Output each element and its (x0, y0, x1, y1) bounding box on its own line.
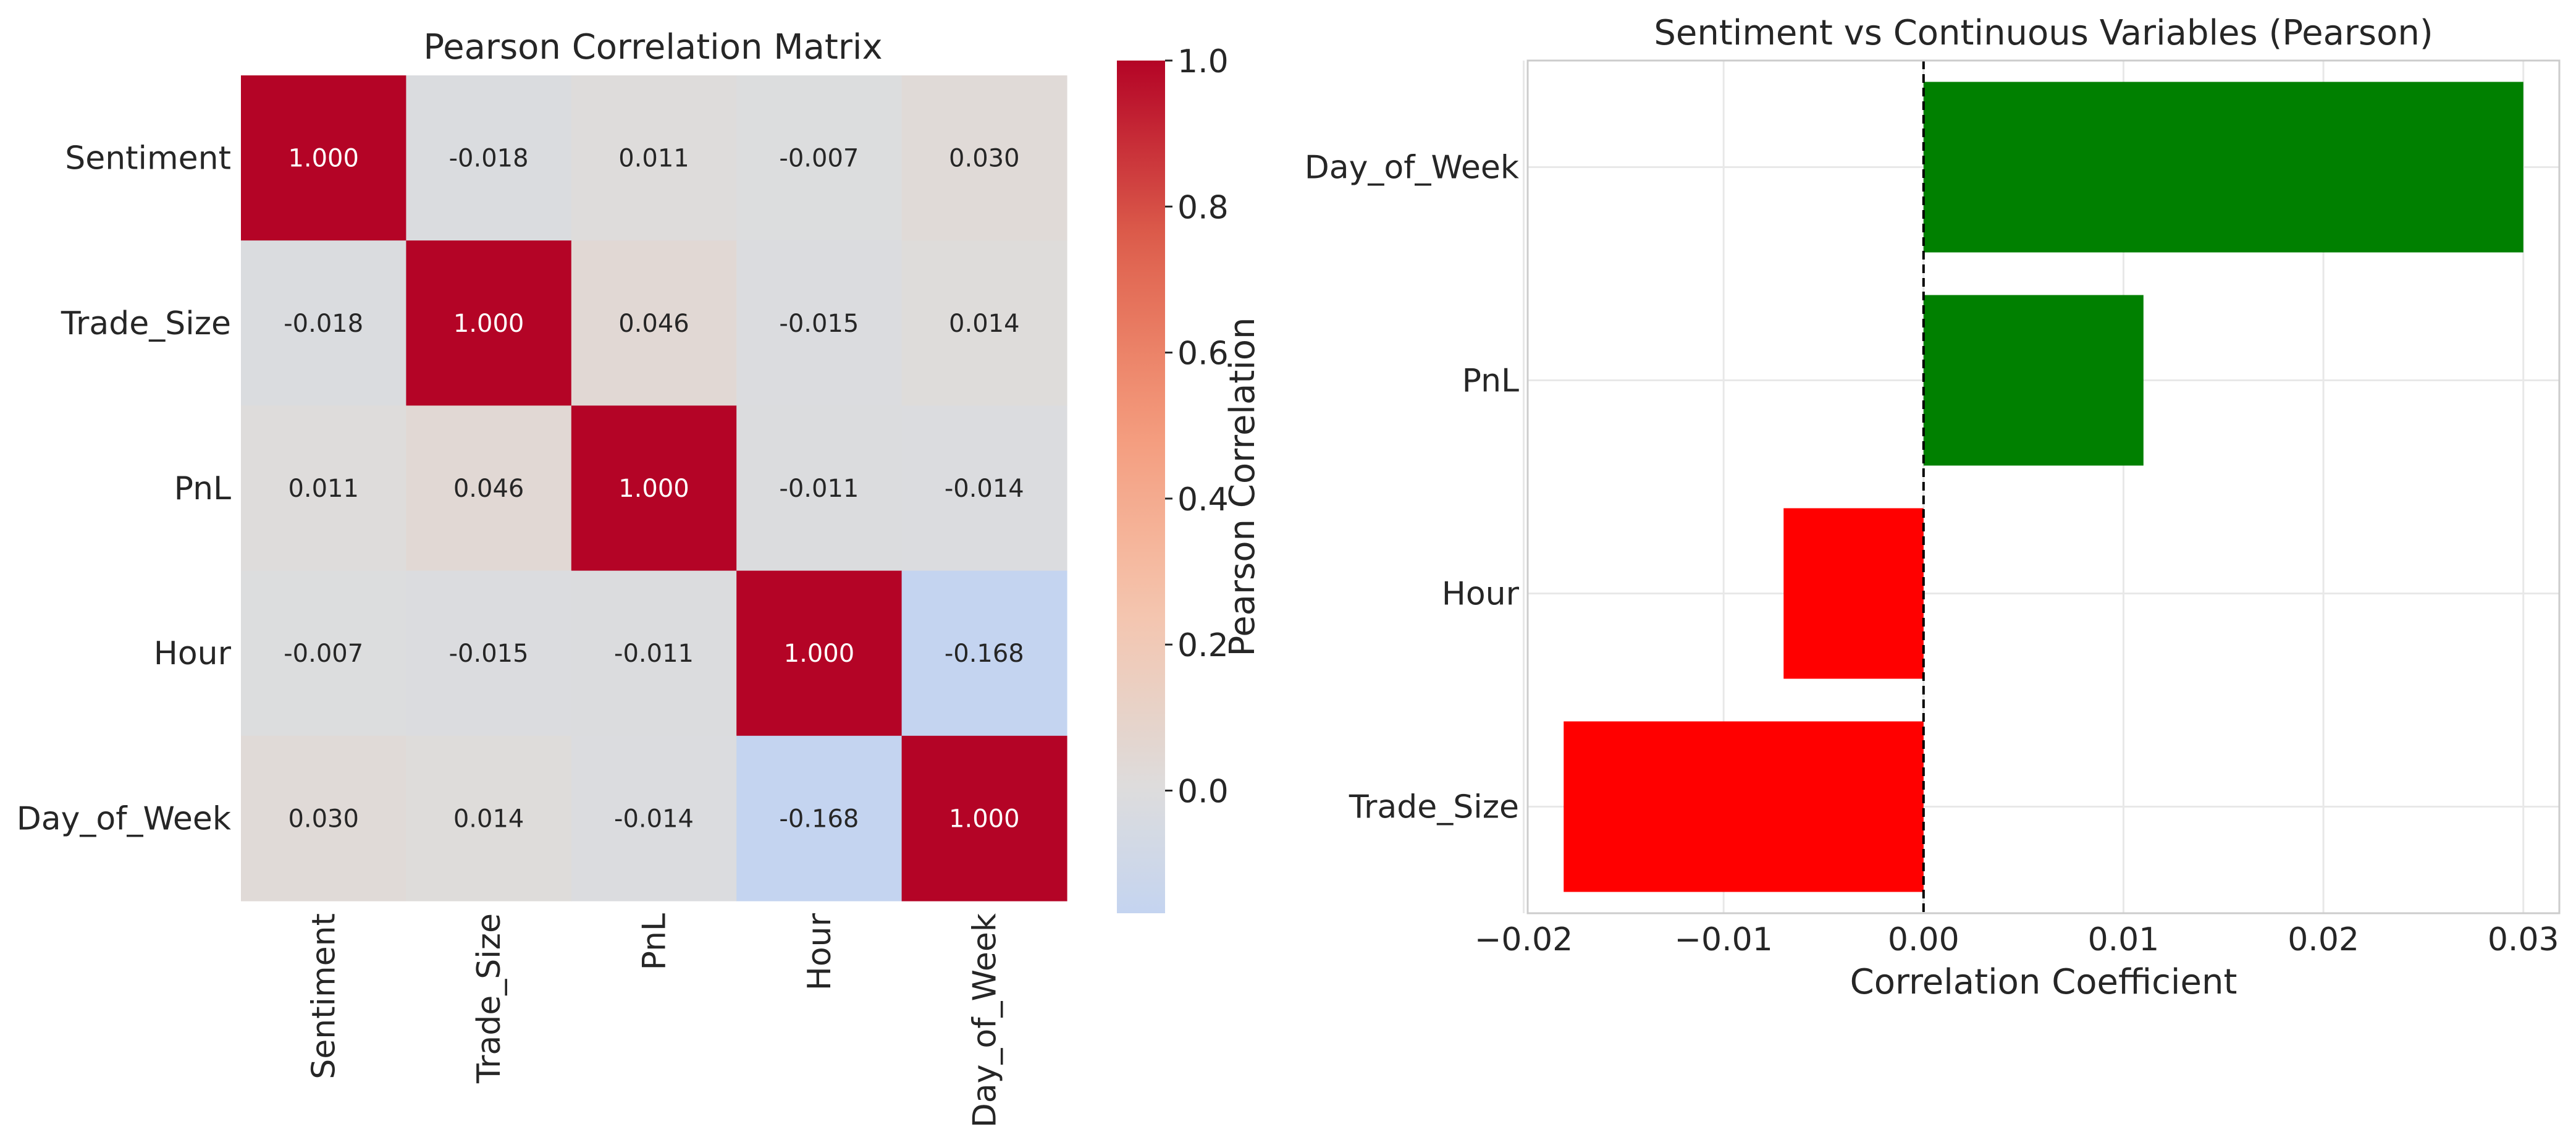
colorbar-tick-label: 0.4 (1177, 481, 1229, 518)
heatmap-cell (901, 240, 1067, 406)
heatmap-row-label: Sentiment (65, 140, 231, 177)
heatmap-cell (736, 570, 903, 737)
heatmap-cell-label: -0.168 (945, 640, 1024, 668)
heatmap-column-label: Hour (801, 913, 838, 990)
bar-bars (1564, 82, 2523, 892)
heatmap-cell-label: -0.007 (284, 640, 363, 668)
heatmap-cell-label: 0.014 (453, 804, 524, 833)
heatmap-cell (736, 75, 903, 241)
bar-x-tick-label: −0.01 (1674, 921, 1772, 958)
heatmap-cell (901, 570, 1067, 737)
heatmap-row-label: Day_of_Week (17, 800, 231, 837)
heatmap-cell-label: -0.018 (449, 145, 529, 173)
heatmap-column-label: Day_of_Week (966, 913, 1003, 1128)
bar-title: Sentiment vs Continuous Variables (Pears… (1654, 13, 2433, 53)
heatmap-row-label: Hour (154, 635, 232, 672)
heatmap-cell-label: -0.015 (779, 310, 859, 338)
heatmap-cell-label: 0.046 (618, 310, 689, 338)
bar-category-label: Hour (1442, 576, 1520, 613)
heatmap-cell (901, 735, 1067, 901)
heatmap-cell (571, 735, 737, 901)
heatmap-column-label: Sentiment (306, 913, 343, 1079)
heatmap-cell (406, 240, 572, 406)
heatmap-cell (241, 735, 406, 901)
heatmap-cell (241, 75, 406, 241)
colorbar: 0.0 0.2 0.4 0.6 0.8 1.0 Pearson Correlation (1117, 43, 1263, 913)
heatmap-column-label: PnL (636, 913, 673, 970)
heatmap-row-labels: Sentiment Trade_Size PnL Hour Day_of_Week (17, 140, 232, 838)
bar-axes-frame (1526, 59, 2561, 914)
colorbar-label: Pearson Correlation (1223, 317, 1263, 656)
heatmap-title: Pearson Correlation Matrix (423, 27, 882, 67)
heatmap-cell-label: 0.046 (453, 475, 524, 503)
colorbar-tick-label: 0.0 (1177, 774, 1229, 811)
colorbar-tick-label: 0.2 (1177, 627, 1229, 664)
heatmap-cell (571, 405, 737, 572)
heatmap-cell (736, 405, 903, 572)
heatmap-cell-label: 1.000 (784, 640, 855, 668)
colorbar-tick-label: 0.6 (1177, 336, 1229, 373)
colorbar-ticks: 0.0 0.2 0.4 0.6 0.8 1.0 (1165, 43, 1229, 811)
heatmap-cell (241, 405, 406, 572)
heatmap-cell-label: 0.011 (618, 145, 689, 173)
heatmap-cell (571, 75, 737, 241)
bar-x-tick-label: −0.02 (1475, 921, 1573, 958)
bar-category-label: Trade_Size (1349, 789, 1519, 826)
bar-x-tick-label: 0.00 (1888, 921, 1959, 958)
heatmap-row-label: PnL (174, 470, 231, 507)
heatmap-column-labels: Sentiment Trade_Size PnL Hour Day_of_Week (306, 913, 1004, 1128)
bar (1564, 721, 1924, 892)
heatmap-cell-label: 1.000 (949, 804, 1020, 833)
heatmap-cell (571, 240, 737, 406)
heatmap-cell-label: -0.011 (779, 475, 859, 503)
heatmap-cell (406, 75, 572, 241)
bar-x-tick-labels: −0.02 −0.01 0.00 0.01 0.02 0.03 (1475, 921, 2559, 958)
heatmap-cell (901, 75, 1067, 241)
heatmap-cell-label: 1.000 (453, 310, 524, 338)
heatmap-cell (241, 570, 406, 737)
heatmap-cell (406, 405, 572, 572)
bar (1783, 508, 1924, 679)
heatmap-cell-label: -0.168 (779, 804, 859, 833)
heatmap-cell (241, 240, 406, 406)
bar-x-tick-label: 0.01 (2088, 921, 2160, 958)
heatmap-cell-label: 0.030 (949, 145, 1020, 173)
heatmap-cell-label: -0.011 (614, 640, 694, 668)
bar-x-axis-label: Correlation Coefficient (1850, 962, 2237, 1002)
bar (1923, 295, 2144, 466)
heatmap-cells: 1.000 -0.018 0.011 -0.007 0.030 -0.018 1.000 0.… (241, 75, 1067, 901)
heatmap-cell-label: -0.014 (945, 475, 1024, 503)
heatmap-cell-label: -0.014 (614, 804, 694, 833)
heatmap-cell-label: -0.018 (284, 310, 363, 338)
heatmap-cell (901, 405, 1067, 572)
bar-x-tick-label: 0.02 (2288, 921, 2359, 958)
bar (1923, 82, 2523, 253)
heatmap-row-label: Trade_Size (61, 305, 231, 342)
heatmap-cell-label: 0.030 (288, 804, 359, 833)
bar-category-labels: Day_of_Week PnL Hour Trade_Size (1305, 150, 1520, 826)
heatmap-cell (736, 240, 903, 406)
heatmap-cell (406, 735, 572, 901)
heatmap-cell (571, 570, 737, 737)
heatmap-cell (736, 735, 903, 901)
heatmap-cell-label: -0.015 (449, 640, 529, 668)
bar-x-tick-label: 0.03 (2488, 921, 2559, 958)
heatmap-cell-label: 0.014 (949, 310, 1020, 338)
bar-panel: Sentiment vs Continuous Variables (Pears… (1305, 13, 2561, 1002)
bar-category-label: PnL (1462, 363, 1519, 400)
heatmap-cell-label: 1.000 (288, 145, 359, 173)
heatmap-cell-label: -0.007 (779, 145, 859, 173)
colorbar-gradient (1117, 61, 1165, 913)
colorbar-tick-label: 0.8 (1177, 189, 1229, 226)
heatmap-cell-label: 1.000 (618, 475, 689, 503)
heatmap-cell-label: 0.011 (288, 475, 359, 503)
bar-category-label: Day_of_Week (1305, 150, 1519, 187)
heatmap-cell (406, 570, 572, 737)
heatmap-panel: Pearson Correlation Matrix 1.000 -0.018 0.… (17, 27, 1067, 1128)
heatmap-column-label: Trade_Size (471, 913, 508, 1084)
colorbar-tick-label: 1.0 (1177, 43, 1229, 80)
